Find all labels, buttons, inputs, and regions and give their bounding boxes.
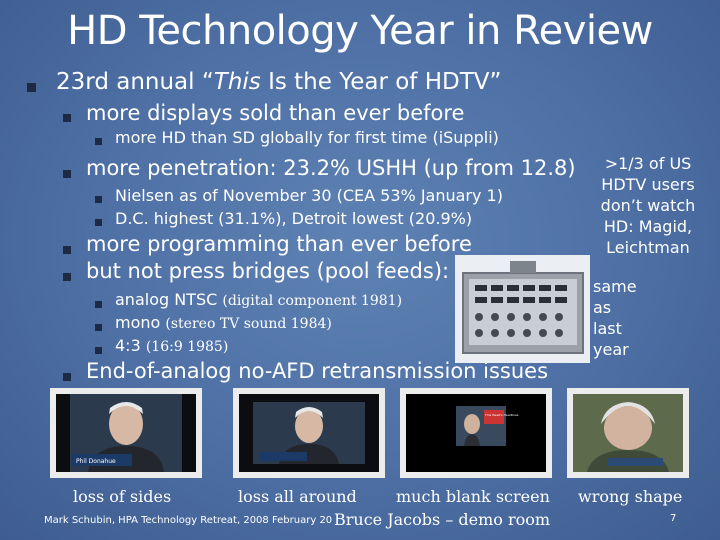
bullet-mono: mono (stereo TV sound 1984) <box>115 313 332 332</box>
lower-third-name: Phil Donahue <box>76 458 116 465</box>
caption-much-blank-screen: much blank screen <box>396 487 550 506</box>
overlay-text: This Week's Headlines <box>484 413 519 417</box>
bullet-analog-ntsc: analog NTSC (digital component 1981) <box>115 290 403 309</box>
bullet-marker <box>63 246 71 254</box>
caption-loss-all-around: loss all around <box>238 487 357 506</box>
side-note-magid: >1/3 of US HDTV users don’t watch HD: Ma… <box>600 154 696 257</box>
photo-loss-of-sides: Phil Donahue <box>50 388 202 478</box>
photo-wrong-shape-art <box>573 394 683 472</box>
caption-loss-of-sides: loss of sides <box>73 487 172 506</box>
photo-loss-all-around-art <box>239 394 379 472</box>
bullet-nielsen: Nielsen as of November 30 (CEA 53% Janua… <box>115 186 503 205</box>
bullet-aspect: 4:3 (16:9 1985) <box>115 336 229 355</box>
photo-loss-all-around <box>233 388 385 478</box>
photo-much-blank-screen: This Week's Headlines <box>400 388 552 478</box>
bullet-marker <box>63 373 71 381</box>
bullet-marker <box>63 114 71 122</box>
side-note-same-as-last-year: same as last year <box>593 277 637 359</box>
bullet-year-of-hdtv: 23rd annual “This Is the Year of HDTV” <box>56 69 502 95</box>
caption-presenter: Bruce Jacobs – demo room <box>334 510 551 529</box>
bullet-marker <box>95 301 102 308</box>
photo-wrong-shape <box>567 388 689 478</box>
bullet-hd-vs-sd: more HD than SD globally for first time … <box>115 128 499 147</box>
bullet-marker <box>95 347 102 354</box>
bullet-marker <box>95 138 102 145</box>
bullet-more-programming: more programming than ever before <box>86 232 472 256</box>
page-number: 7 <box>670 513 677 524</box>
bullet-marker <box>95 324 102 331</box>
bullet-dc-detroit: D.C. highest (31.1%), Detroit lowest (20… <box>115 209 473 228</box>
bullet-marker <box>63 273 71 281</box>
press-bridge-image <box>455 255 590 363</box>
bullet-more-displays: more displays sold than ever before <box>86 101 465 125</box>
bullet-marker <box>95 196 102 203</box>
photo-much-blank-screen-art: This Week's Headlines <box>406 394 546 472</box>
footer-credit: Mark Schubin, HPA Technology Retreat, 20… <box>44 515 333 526</box>
bullet-end-of-analog: End-of-analog no-AFD retransmission issu… <box>86 359 549 383</box>
bullet-marker <box>27 83 36 92</box>
bullet-press-bridges: but not press bridges (pool feeds): <box>86 259 450 283</box>
slide-title: HD Technology Year in Review <box>67 8 653 54</box>
bullet-marker <box>63 170 71 178</box>
caption-wrong-shape: wrong shape <box>578 487 683 506</box>
bullet-penetration: more penetration: 23.2% USHH (up from 12… <box>86 156 576 180</box>
bullet-marker <box>95 219 102 226</box>
photo-loss-of-sides-art: Phil Donahue <box>56 394 196 472</box>
